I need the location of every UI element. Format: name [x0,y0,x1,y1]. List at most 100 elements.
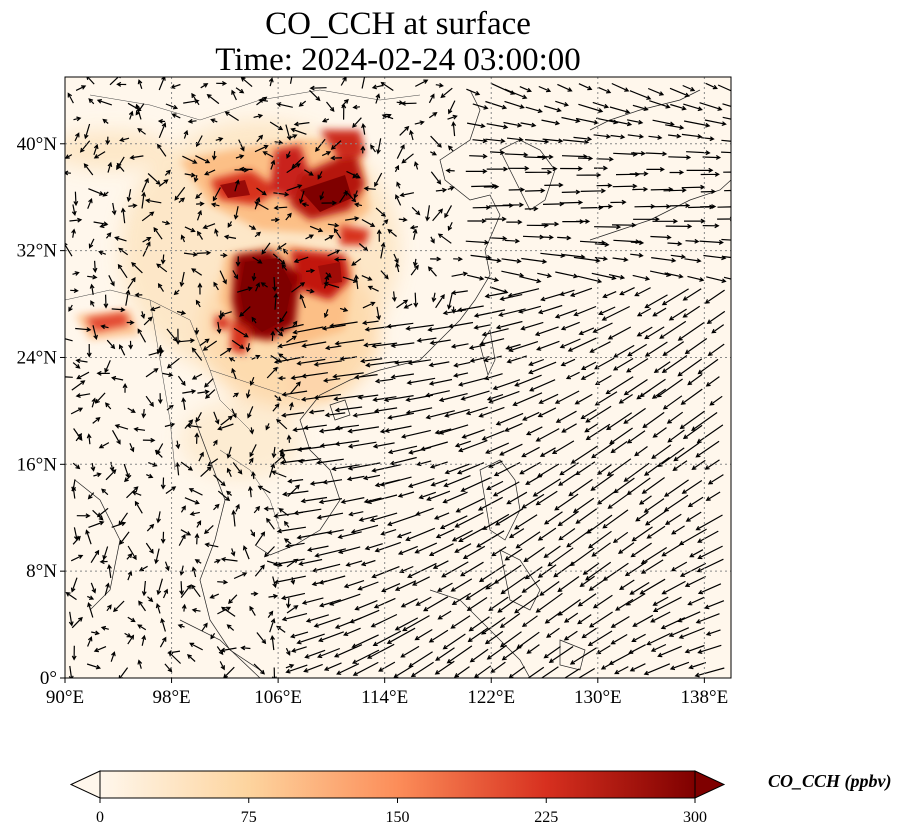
wind-arrow [272,253,286,265]
wind-arrow [249,605,256,616]
wind-arrow [484,216,507,222]
wind-arrow [508,341,539,353]
wind-arrow [585,405,612,423]
wind-arrow [250,529,256,537]
wind-arrow [505,343,521,350]
wind-arrow [318,498,342,505]
wind-arrow [572,497,595,514]
wind-arrow [563,630,578,641]
colorbar-gradient [100,771,695,798]
wind-arrow [502,202,525,208]
wind-arrow [375,207,386,217]
wind-arrow [181,603,187,612]
wind-arrow [431,292,437,303]
wind-arrow [644,294,668,309]
wind-arrow [606,412,633,431]
wind-arrow [276,102,293,108]
wind-arrow [652,119,675,127]
colorbar-tick-label: 0 [96,809,104,826]
map-frame [64,76,732,679]
wind-arrow [195,412,202,423]
wind-arrow [527,666,545,678]
wind-arrow [95,392,106,404]
wind-arrow [644,326,665,340]
wind-arrow [213,439,218,447]
wind-arrow [580,361,597,370]
plot-title-line2: Time: 2024-02-24 03:00:00 [215,42,581,78]
wind-arrow [353,202,363,208]
wind-arrow [521,257,548,264]
wind-arrow [196,209,202,221]
wind-arrow [602,291,617,299]
wind-arrow [525,426,543,436]
wind-arrow [624,560,648,577]
wind-arrow [142,236,152,243]
wind-arrow [483,184,500,190]
wind-arrow [596,183,613,188]
wind-arrow [650,204,672,209]
wind-arrow [165,103,179,110]
wind-arrow [191,566,197,578]
wind-arrow [278,323,304,332]
wind-arrow [410,264,419,276]
wind-arrow [613,344,635,358]
wind-arrow [249,376,255,386]
wind-arrow [521,579,541,593]
wind-arrow [643,498,665,513]
wind-arrow [250,471,256,480]
wind-arrow [204,169,216,176]
wind-arrow [659,320,687,339]
wind-arrow [579,575,595,588]
wind-arrow [456,462,485,475]
wind-arrow [668,308,687,321]
wind-arrow [179,271,185,288]
wind-arrow [318,575,346,585]
wind-arrow [155,603,161,614]
wind-arrow [561,423,577,433]
wind-arrow [245,343,251,353]
wind-arrow [691,459,706,471]
wind-arrow [598,306,616,316]
lon-tick-label: 98°E [152,687,190,708]
wind-arrow [98,442,110,449]
wind-arrow [652,596,682,612]
wind-arrow [70,577,78,593]
wind-arrow [557,83,573,92]
wind-arrow [526,644,540,654]
wind-arrow [350,524,379,534]
wind-arrow [596,645,611,655]
wind-arrow [416,460,432,467]
wind-arrow [434,428,452,435]
wind-arrow [137,328,147,343]
wind-arrow [375,93,381,104]
wind-arrow [87,595,95,600]
wind-arrow [102,546,109,561]
wind-arrow [331,464,360,472]
wind-arrow [128,110,134,120]
wind-arrow [114,236,127,242]
wind-arrow [430,256,442,262]
wind-arrow [114,424,129,430]
wind-arrow [580,408,597,420]
wind-arrow [580,188,607,194]
wind-arrow [523,546,545,563]
wind-arrow [251,316,257,324]
wind-arrow [644,509,668,526]
wind-arrow [161,220,171,226]
wind-arrow [570,445,598,464]
wind-arrow [164,663,173,673]
wind-arrow [636,326,653,337]
wind-arrow [340,497,365,504]
wind-arrow [304,649,326,659]
wind-arrow [105,469,117,481]
wind-arrow [508,187,526,193]
wind-arrow [544,105,562,113]
wind-arrow [539,581,560,596]
wind-arrow [669,203,691,209]
wind-arrow [685,511,702,522]
wind-arrow [370,613,398,628]
wind-arrow [190,584,201,598]
wind-arrow [435,293,445,309]
wind-arrow [626,430,646,444]
wind-arrow [371,464,401,473]
